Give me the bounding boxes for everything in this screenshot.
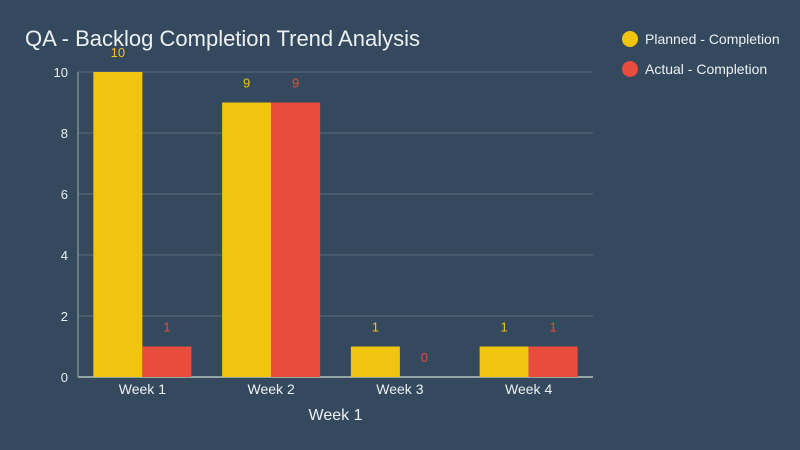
legend-dot-icon (622, 31, 638, 47)
y-tick-label: 2 (61, 309, 68, 324)
bar[interactable] (350, 346, 400, 378)
bar[interactable] (271, 102, 321, 378)
data-label: 9 (292, 76, 299, 91)
legend-dot-icon (622, 61, 638, 77)
y-tick-label: 8 (61, 126, 68, 141)
data-label: 0 (421, 350, 428, 365)
x-tick-label: Week 2 (248, 381, 295, 397)
legend: Planned - Completion Actual - Completion (622, 24, 780, 84)
bar[interactable] (479, 346, 529, 378)
y-tick-label: 10 (54, 65, 68, 80)
x-tick-label: Week 3 (376, 381, 423, 397)
legend-label: Actual - Completion (645, 61, 768, 77)
data-label: 1 (372, 320, 379, 335)
y-tick-label: 4 (61, 248, 68, 263)
chart-title: QA - Backlog Completion Trend Analysis (25, 26, 420, 51)
x-tick-label: Week 1 (119, 381, 166, 397)
legend-label: Planned - Completion (645, 31, 780, 47)
x-tick-label: Week 4 (505, 381, 552, 397)
bar[interactable] (142, 346, 192, 378)
data-label: 9 (243, 76, 250, 91)
bar[interactable] (528, 346, 578, 378)
legend-item-actual[interactable]: Actual - Completion (622, 54, 780, 84)
y-tick-label: 6 (61, 187, 68, 202)
data-label: 1 (550, 320, 557, 335)
data-label: 1 (163, 320, 170, 335)
bar[interactable] (93, 72, 143, 377)
data-label: 1 (501, 320, 508, 335)
legend-item-planned[interactable]: Planned - Completion (622, 24, 780, 54)
data-label: 10 (111, 45, 125, 60)
bar[interactable] (222, 102, 272, 378)
x-axis-title: Week 1 (309, 407, 363, 424)
y-tick-label: 0 (61, 370, 68, 385)
